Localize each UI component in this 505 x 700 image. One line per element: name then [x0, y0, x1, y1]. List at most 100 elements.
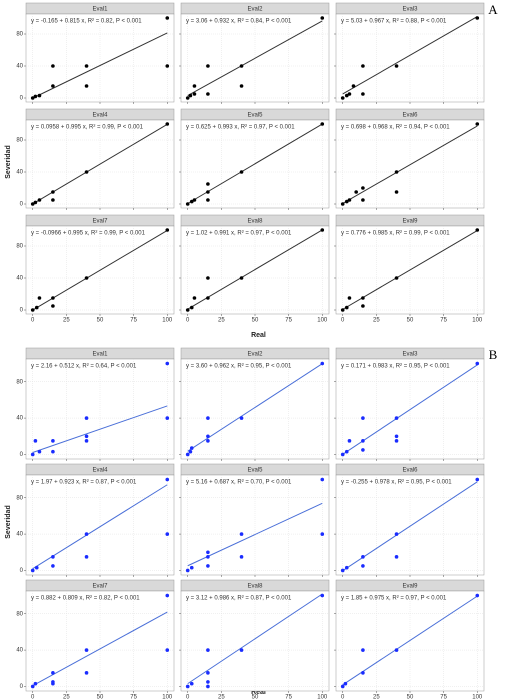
point	[185, 202, 190, 206]
point	[361, 648, 365, 652]
point	[189, 565, 194, 570]
point	[206, 555, 210, 559]
point	[34, 305, 39, 310]
point	[394, 64, 399, 68]
x-tick-label: 75	[440, 695, 447, 700]
point	[84, 276, 89, 280]
point	[165, 593, 170, 598]
point	[239, 532, 244, 536]
y-tick-label: 40	[16, 64, 23, 70]
point	[206, 439, 210, 443]
point	[51, 198, 55, 202]
x-tick-label: 50	[407, 318, 414, 324]
point	[394, 434, 399, 439]
x-tick-label: 0	[341, 318, 345, 324]
y-axis-title: Severidad	[5, 505, 12, 538]
point	[51, 64, 55, 68]
point	[340, 452, 345, 457]
facet-title: Eval2	[247, 7, 263, 13]
point	[34, 565, 39, 570]
y-tick-label: 80	[16, 244, 23, 250]
point	[33, 200, 38, 205]
regression-line	[187, 363, 323, 452]
point	[475, 228, 480, 232]
panel-letter: A	[488, 2, 498, 17]
y-tick-label: 40	[16, 416, 23, 422]
point	[361, 555, 365, 559]
point	[206, 198, 210, 202]
point	[206, 276, 210, 280]
point	[361, 64, 365, 68]
regression-line	[32, 32, 168, 99]
point	[30, 568, 35, 573]
point	[51, 296, 55, 300]
facet-title: Eval3	[402, 7, 418, 13]
point	[33, 439, 38, 443]
x-tick-label: 100	[162, 318, 173, 324]
point	[30, 202, 35, 206]
facet-title: Eval3	[402, 352, 418, 358]
point	[206, 64, 210, 68]
point	[84, 170, 89, 174]
regression-line	[342, 125, 478, 204]
regression-line	[342, 16, 478, 95]
point	[33, 94, 38, 99]
point	[206, 190, 210, 194]
equation: y = 0.625 + 0.993 x, R² = 0.97, P < 0.00…	[186, 125, 295, 131]
point	[394, 532, 399, 536]
point	[84, 84, 89, 88]
point	[30, 308, 35, 312]
equation: y = -0.165 + 0.815 x, R² = 0.82, P < 0.0…	[31, 19, 142, 25]
x-axis-title: Real	[251, 332, 266, 339]
point	[394, 555, 399, 559]
y-tick-label: 80	[16, 32, 23, 38]
point	[30, 684, 35, 689]
point	[165, 122, 170, 126]
point	[84, 64, 89, 68]
point	[361, 564, 365, 568]
point	[84, 532, 89, 536]
point	[475, 122, 480, 126]
point	[185, 308, 190, 312]
point	[165, 64, 170, 68]
point	[185, 452, 190, 457]
point	[320, 228, 325, 232]
x-tick-label: 50	[252, 695, 259, 700]
point	[84, 555, 89, 559]
facet-title: Eval8	[247, 584, 263, 590]
point	[361, 416, 365, 420]
equation: y = -0.255 + 0.978 x, R² = 0.95, P < 0.0…	[341, 480, 452, 486]
facet-title: Eval9	[402, 584, 418, 590]
regression-line	[187, 229, 323, 310]
point	[206, 92, 210, 96]
x-tick-label: 50	[97, 695, 104, 700]
x-tick-label: 100	[472, 695, 483, 700]
y-tick-label: 40	[16, 648, 23, 654]
point	[84, 671, 89, 675]
x-tick-label: 25	[63, 318, 70, 324]
point	[361, 296, 365, 300]
point	[361, 671, 365, 675]
y-tick-label: 40	[16, 170, 23, 176]
point	[344, 449, 349, 454]
y-tick-label: 0	[20, 452, 24, 458]
x-tick-label: 25	[373, 695, 380, 700]
y-tick-label: 80	[16, 495, 23, 501]
point	[394, 439, 399, 443]
point	[37, 93, 42, 98]
point	[320, 122, 325, 126]
point	[206, 680, 210, 684]
point	[340, 202, 345, 206]
point	[165, 648, 170, 652]
point	[84, 648, 89, 652]
panel-letter: B	[489, 347, 498, 362]
x-tick-label: 100	[472, 318, 483, 324]
regression-line	[32, 484, 168, 570]
point	[340, 96, 345, 100]
point	[361, 439, 365, 443]
point	[347, 92, 352, 96]
equation: y = 5.03 + 0.967 x, R² = 0.88, P < 0.001	[341, 19, 447, 25]
point	[51, 681, 55, 686]
point	[361, 448, 365, 452]
